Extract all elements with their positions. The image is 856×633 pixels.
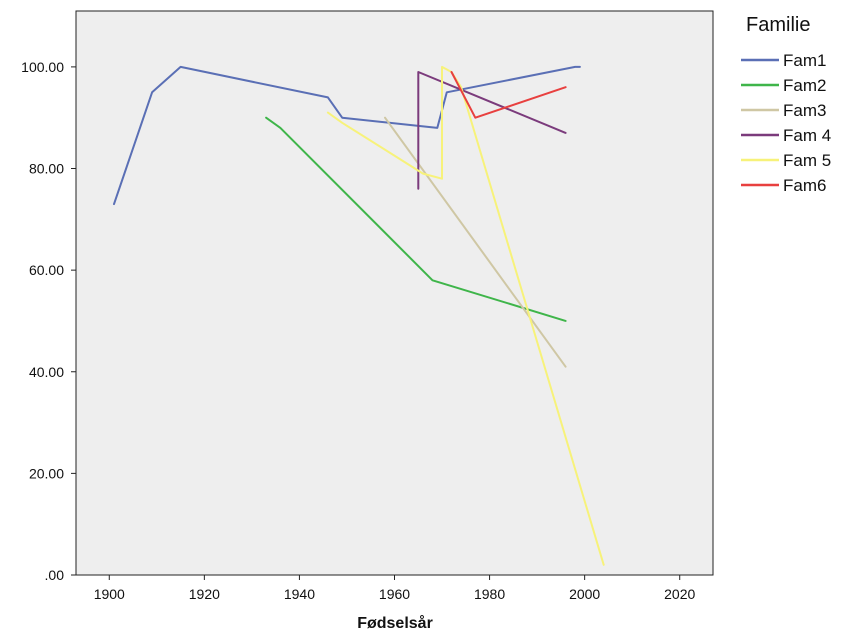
legend-label: Fam3 [783,101,826,120]
series-line-fam-4 [417,71,567,190]
y-tick-label: 100.00 [21,59,64,75]
series-line-fam6 [450,71,567,119]
x-tick-label: 1940 [284,586,315,602]
x-tick-label: 1920 [189,586,220,602]
ticks-layer: 1900 1920 1940 1960 1980 2000 2020 .00 20.00 40.0… [21,59,695,602]
series-line-fam1 [113,65,581,206]
x-tick-label: 1980 [474,586,505,602]
x-tick-label: 2020 [664,586,695,602]
legend-title: Familie [746,14,810,36]
legend-label: Fam6 [783,176,826,195]
legend: Familie Fam1 Fam2 Fam3 Fam 4 Fam 5 Fam6 [741,14,831,195]
legend-label: Fam 4 [783,126,831,145]
series-line-fam-5 [326,65,605,566]
series-line-fam2 [265,116,567,322]
plot-area [75,10,714,576]
y-tick-label: 40.00 [29,364,64,380]
x-tick-label: 1900 [94,586,125,602]
y-tick-label: 60.00 [29,262,64,278]
y-tick-label: 20.00 [29,465,64,481]
legend-label: Fam 5 [783,151,831,170]
legend-items: Fam1 Fam2 Fam3 Fam 4 Fam 5 Fam6 [741,51,831,195]
y-tick-label: .00 [45,567,65,583]
series-line-fam3 [384,116,567,368]
x-axis-label: Fødselsår [357,614,433,632]
x-tick-label: 2000 [569,586,600,602]
legend-label: Fam1 [783,51,826,70]
y-tick-label: 80.00 [29,161,64,177]
legend-label: Fam2 [783,76,826,95]
x-tick-label: 1960 [379,586,410,602]
series-layer [113,65,605,566]
